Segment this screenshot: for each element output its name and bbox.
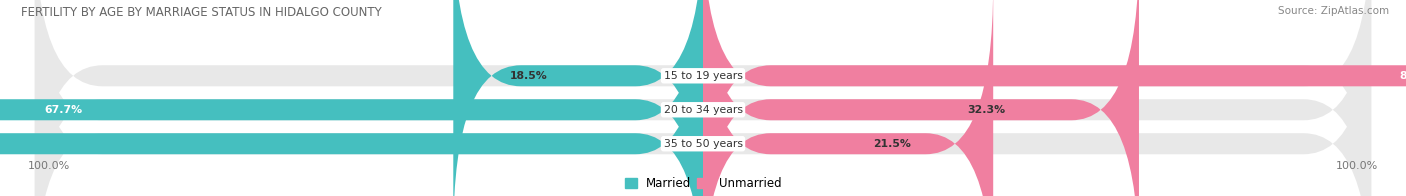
Text: 21.5%: 21.5% bbox=[873, 139, 911, 149]
Text: 100.0%: 100.0% bbox=[1336, 161, 1378, 171]
FancyBboxPatch shape bbox=[703, 0, 1139, 196]
FancyBboxPatch shape bbox=[35, 0, 1371, 196]
FancyBboxPatch shape bbox=[35, 0, 1371, 196]
FancyBboxPatch shape bbox=[453, 0, 703, 196]
FancyBboxPatch shape bbox=[703, 0, 993, 196]
FancyBboxPatch shape bbox=[35, 0, 1371, 196]
Text: 67.7%: 67.7% bbox=[44, 105, 83, 115]
Text: 100.0%: 100.0% bbox=[28, 161, 70, 171]
Text: 18.5%: 18.5% bbox=[509, 71, 547, 81]
Text: 15 to 19 years: 15 to 19 years bbox=[664, 71, 742, 81]
FancyBboxPatch shape bbox=[0, 0, 703, 196]
Text: 35 to 50 years: 35 to 50 years bbox=[664, 139, 742, 149]
FancyBboxPatch shape bbox=[0, 0, 703, 196]
FancyBboxPatch shape bbox=[703, 0, 1406, 196]
Legend: Married, Unmarried: Married, Unmarried bbox=[624, 177, 782, 190]
Text: 32.3%: 32.3% bbox=[967, 105, 1005, 115]
Text: Source: ZipAtlas.com: Source: ZipAtlas.com bbox=[1278, 6, 1389, 16]
Text: 20 to 34 years: 20 to 34 years bbox=[664, 105, 742, 115]
Text: FERTILITY BY AGE BY MARRIAGE STATUS IN HIDALGO COUNTY: FERTILITY BY AGE BY MARRIAGE STATUS IN H… bbox=[21, 6, 382, 19]
Text: 81.5%: 81.5% bbox=[1399, 71, 1406, 81]
